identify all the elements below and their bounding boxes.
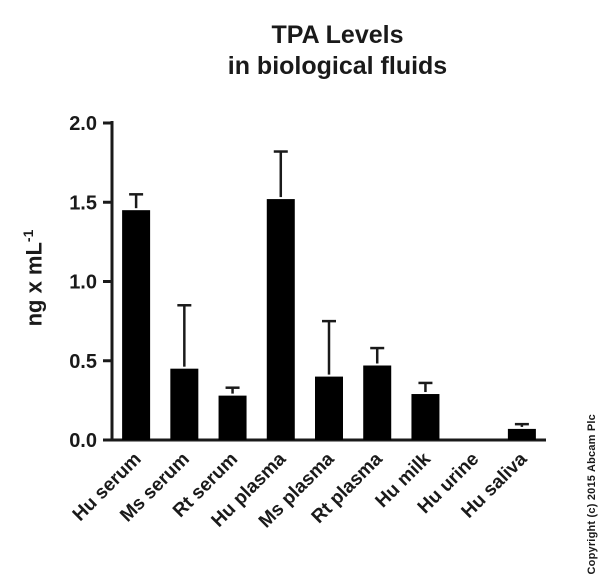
chart-title-line-1: TPA Levels — [271, 21, 404, 49]
copyright-notice: Copyright (c) 2015 Abcam Plc — [586, 413, 598, 574]
bar — [363, 365, 392, 440]
bar — [507, 428, 536, 440]
y-tick-label: 0.5 — [69, 351, 97, 373]
bar — [315, 376, 343, 440]
bar — [170, 368, 199, 440]
bar — [411, 394, 440, 440]
chart-title: TPA Levels in biological fluids — [90, 20, 585, 83]
y-tick-label: 0.0 — [69, 430, 97, 452]
y-tick-label: 1.0 — [69, 272, 97, 294]
y-tick-label: 2.0 — [69, 113, 97, 135]
chart-title-line-2: in biological fluids — [227, 52, 448, 81]
bar — [218, 395, 247, 440]
bar — [122, 210, 151, 440]
bar — [266, 199, 295, 440]
y-tick-label: 1.5 — [69, 192, 97, 214]
